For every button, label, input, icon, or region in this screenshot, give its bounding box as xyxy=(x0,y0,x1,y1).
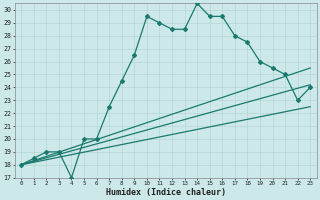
X-axis label: Humidex (Indice chaleur): Humidex (Indice chaleur) xyxy=(106,188,226,197)
